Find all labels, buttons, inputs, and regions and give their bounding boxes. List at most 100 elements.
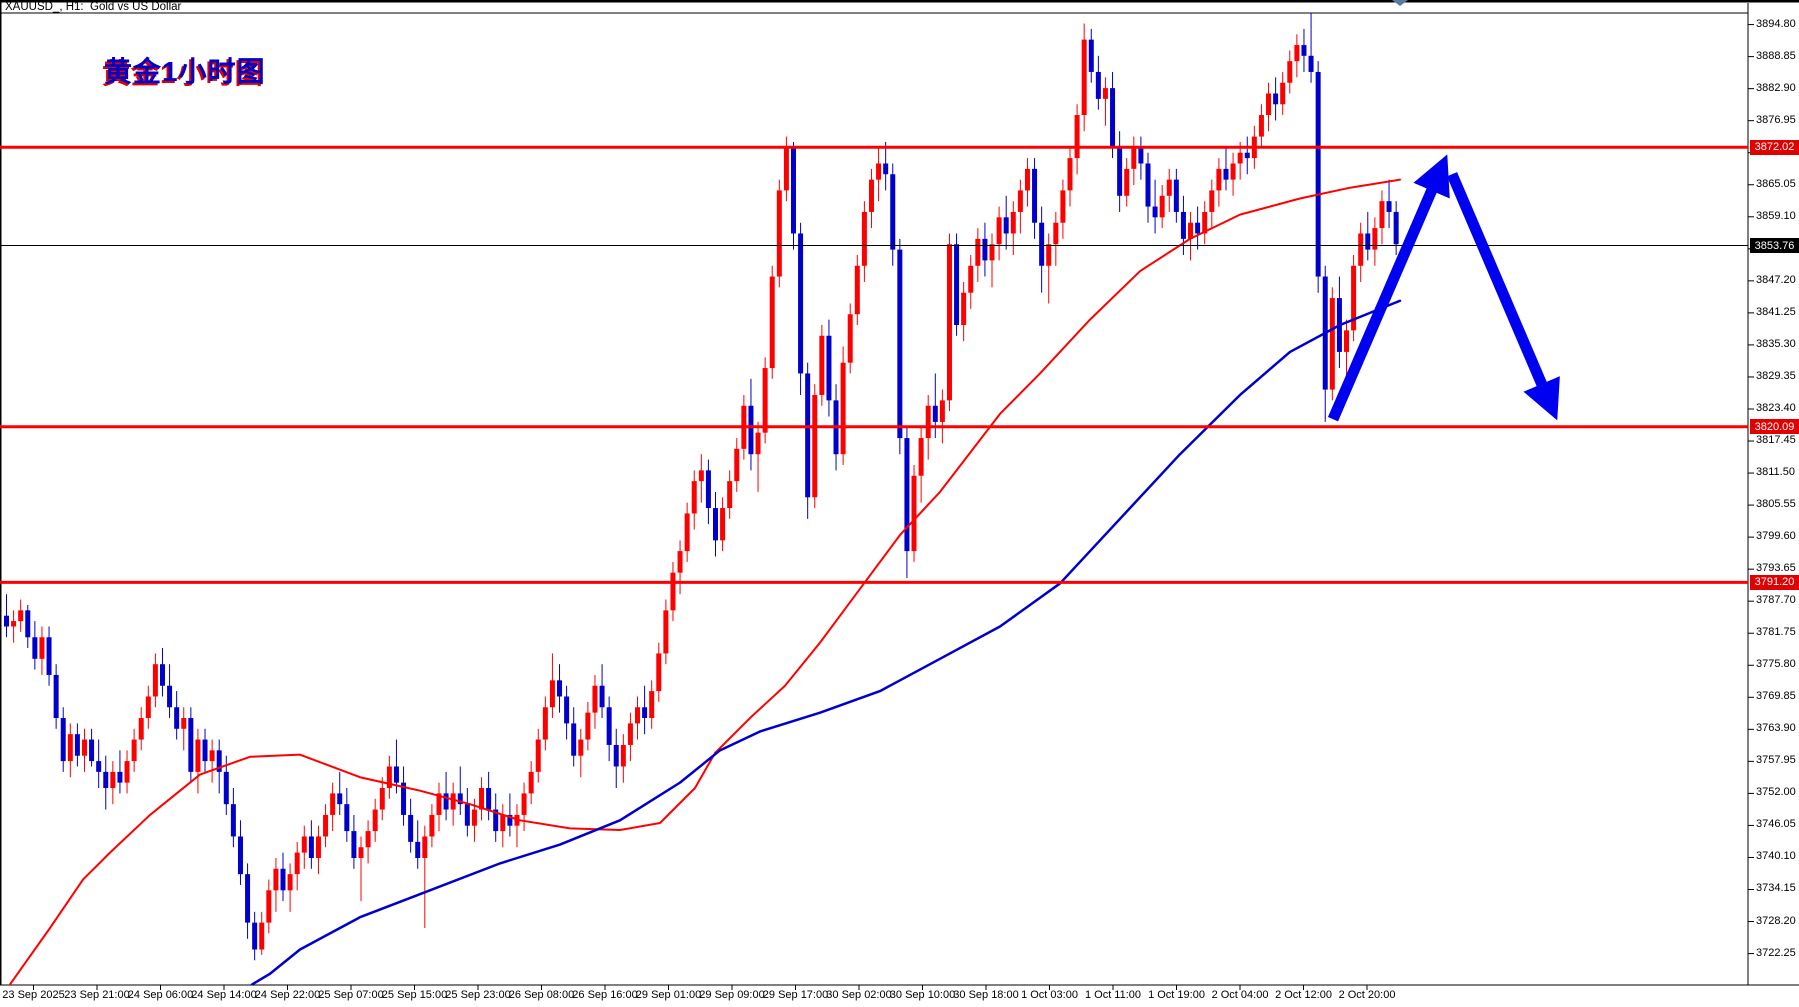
candle	[408, 814, 414, 842]
price-tick-label: 3894.80	[1756, 17, 1796, 30]
candle	[720, 508, 726, 541]
price-tick-label: 3888.85	[1756, 49, 1796, 62]
candle	[237, 836, 243, 875]
forecast-down-arrow[interactable]	[1446, 172, 1560, 421]
candle	[649, 691, 655, 719]
candle	[337, 793, 343, 805]
candle	[379, 788, 385, 810]
candle	[698, 470, 704, 482]
chart-symbol-title: XAUUSD_, H1: Gold vs US Dollar	[5, 1, 182, 13]
price-tick-label: 3847.20	[1756, 273, 1796, 286]
candle	[705, 470, 711, 509]
candle	[819, 335, 825, 395]
time-tick-label: 26 Sep 16:00	[572, 989, 638, 1001]
candle	[1244, 152, 1250, 159]
price-tick-label: 3829.35	[1756, 369, 1796, 382]
candle	[663, 610, 669, 654]
price-tick-label: 3882.90	[1756, 81, 1796, 94]
price-tick-label: 3728.20	[1756, 914, 1796, 927]
price-badge-3872.02: 3872.02	[1750, 139, 1799, 155]
candle	[1273, 93, 1279, 105]
candle	[1195, 222, 1201, 234]
chinese-text-annotation[interactable]: 黄金1小时图	[104, 56, 266, 87]
candle	[606, 707, 612, 745]
candle	[1088, 39, 1094, 72]
candle	[245, 874, 251, 923]
candle	[1372, 228, 1378, 250]
price-tick-label: 3817.45	[1756, 434, 1796, 447]
time-tick-label: 25 Sep 23:00	[445, 989, 511, 1001]
price-tick-label: 3763.90	[1756, 722, 1796, 735]
candle	[1188, 222, 1194, 239]
candle	[727, 481, 733, 509]
price-tick-label: 3793.65	[1756, 562, 1796, 575]
price-badge-3791.20: 3791.20	[1750, 574, 1799, 590]
forecast-up-arrow[interactable]	[1327, 154, 1450, 422]
candle	[471, 809, 477, 826]
time-tick-label: 25 Sep 15:00	[381, 989, 448, 1001]
time-tick-label: 25 Sep 07:00	[318, 989, 384, 1001]
candle	[401, 782, 407, 815]
plot-area	[4, 13, 1402, 988]
candle	[677, 551, 683, 573]
price-tick-label: 3746.05	[1756, 818, 1796, 831]
candle	[599, 685, 605, 708]
candle	[188, 718, 194, 772]
candle	[876, 163, 882, 180]
candle	[457, 793, 463, 805]
candle	[557, 680, 563, 697]
candle	[954, 244, 960, 325]
candle	[273, 868, 279, 891]
candle	[748, 405, 754, 455]
candles-layer	[4, 13, 1399, 961]
candle	[1024, 168, 1030, 191]
candle	[783, 147, 789, 191]
candle	[1039, 222, 1045, 266]
candle	[564, 696, 570, 724]
time-tick-label: 29 Sep 17:00	[762, 989, 829, 1001]
candle	[4, 615, 9, 627]
candle	[670, 572, 676, 611]
candle	[1379, 201, 1385, 229]
ma-slow-blue[interactable]	[250, 299, 1402, 985]
price-tick-label: 3799.60	[1756, 530, 1796, 543]
candle	[890, 174, 896, 250]
candle	[613, 744, 619, 767]
time-tick-label: 2 Oct 04:00	[1211, 989, 1269, 1001]
candle	[989, 244, 995, 261]
candle	[103, 771, 109, 789]
candle	[861, 211, 867, 266]
candle	[386, 766, 392, 789]
candle	[74, 734, 80, 756]
candle	[287, 874, 293, 891]
candle	[1386, 201, 1392, 212]
candle	[315, 836, 321, 859]
ma-fast-red[interactable]	[8, 178, 1401, 988]
scroll-to-end-marker-icon[interactable]	[1392, 0, 1408, 6]
candle	[209, 750, 215, 762]
candle	[684, 513, 690, 552]
candle	[883, 163, 889, 175]
candle	[138, 718, 144, 740]
candle	[982, 238, 988, 261]
candle	[152, 664, 158, 697]
candle	[996, 217, 1002, 245]
candle	[500, 814, 506, 832]
candle	[53, 674, 59, 719]
candle	[826, 335, 832, 401]
candle	[1230, 163, 1236, 180]
candle	[110, 771, 116, 789]
candle	[1393, 211, 1399, 245]
candle	[1315, 71, 1321, 277]
candle	[961, 292, 967, 325]
candle	[1344, 330, 1350, 352]
candle	[897, 249, 903, 439]
candle	[67, 734, 73, 762]
current-price-badge: 3853.76	[1750, 238, 1799, 254]
candle	[1216, 168, 1222, 191]
candle	[1365, 233, 1371, 250]
price-tick-label: 3752.00	[1756, 786, 1796, 799]
candle	[280, 868, 286, 891]
candle	[1046, 244, 1052, 266]
